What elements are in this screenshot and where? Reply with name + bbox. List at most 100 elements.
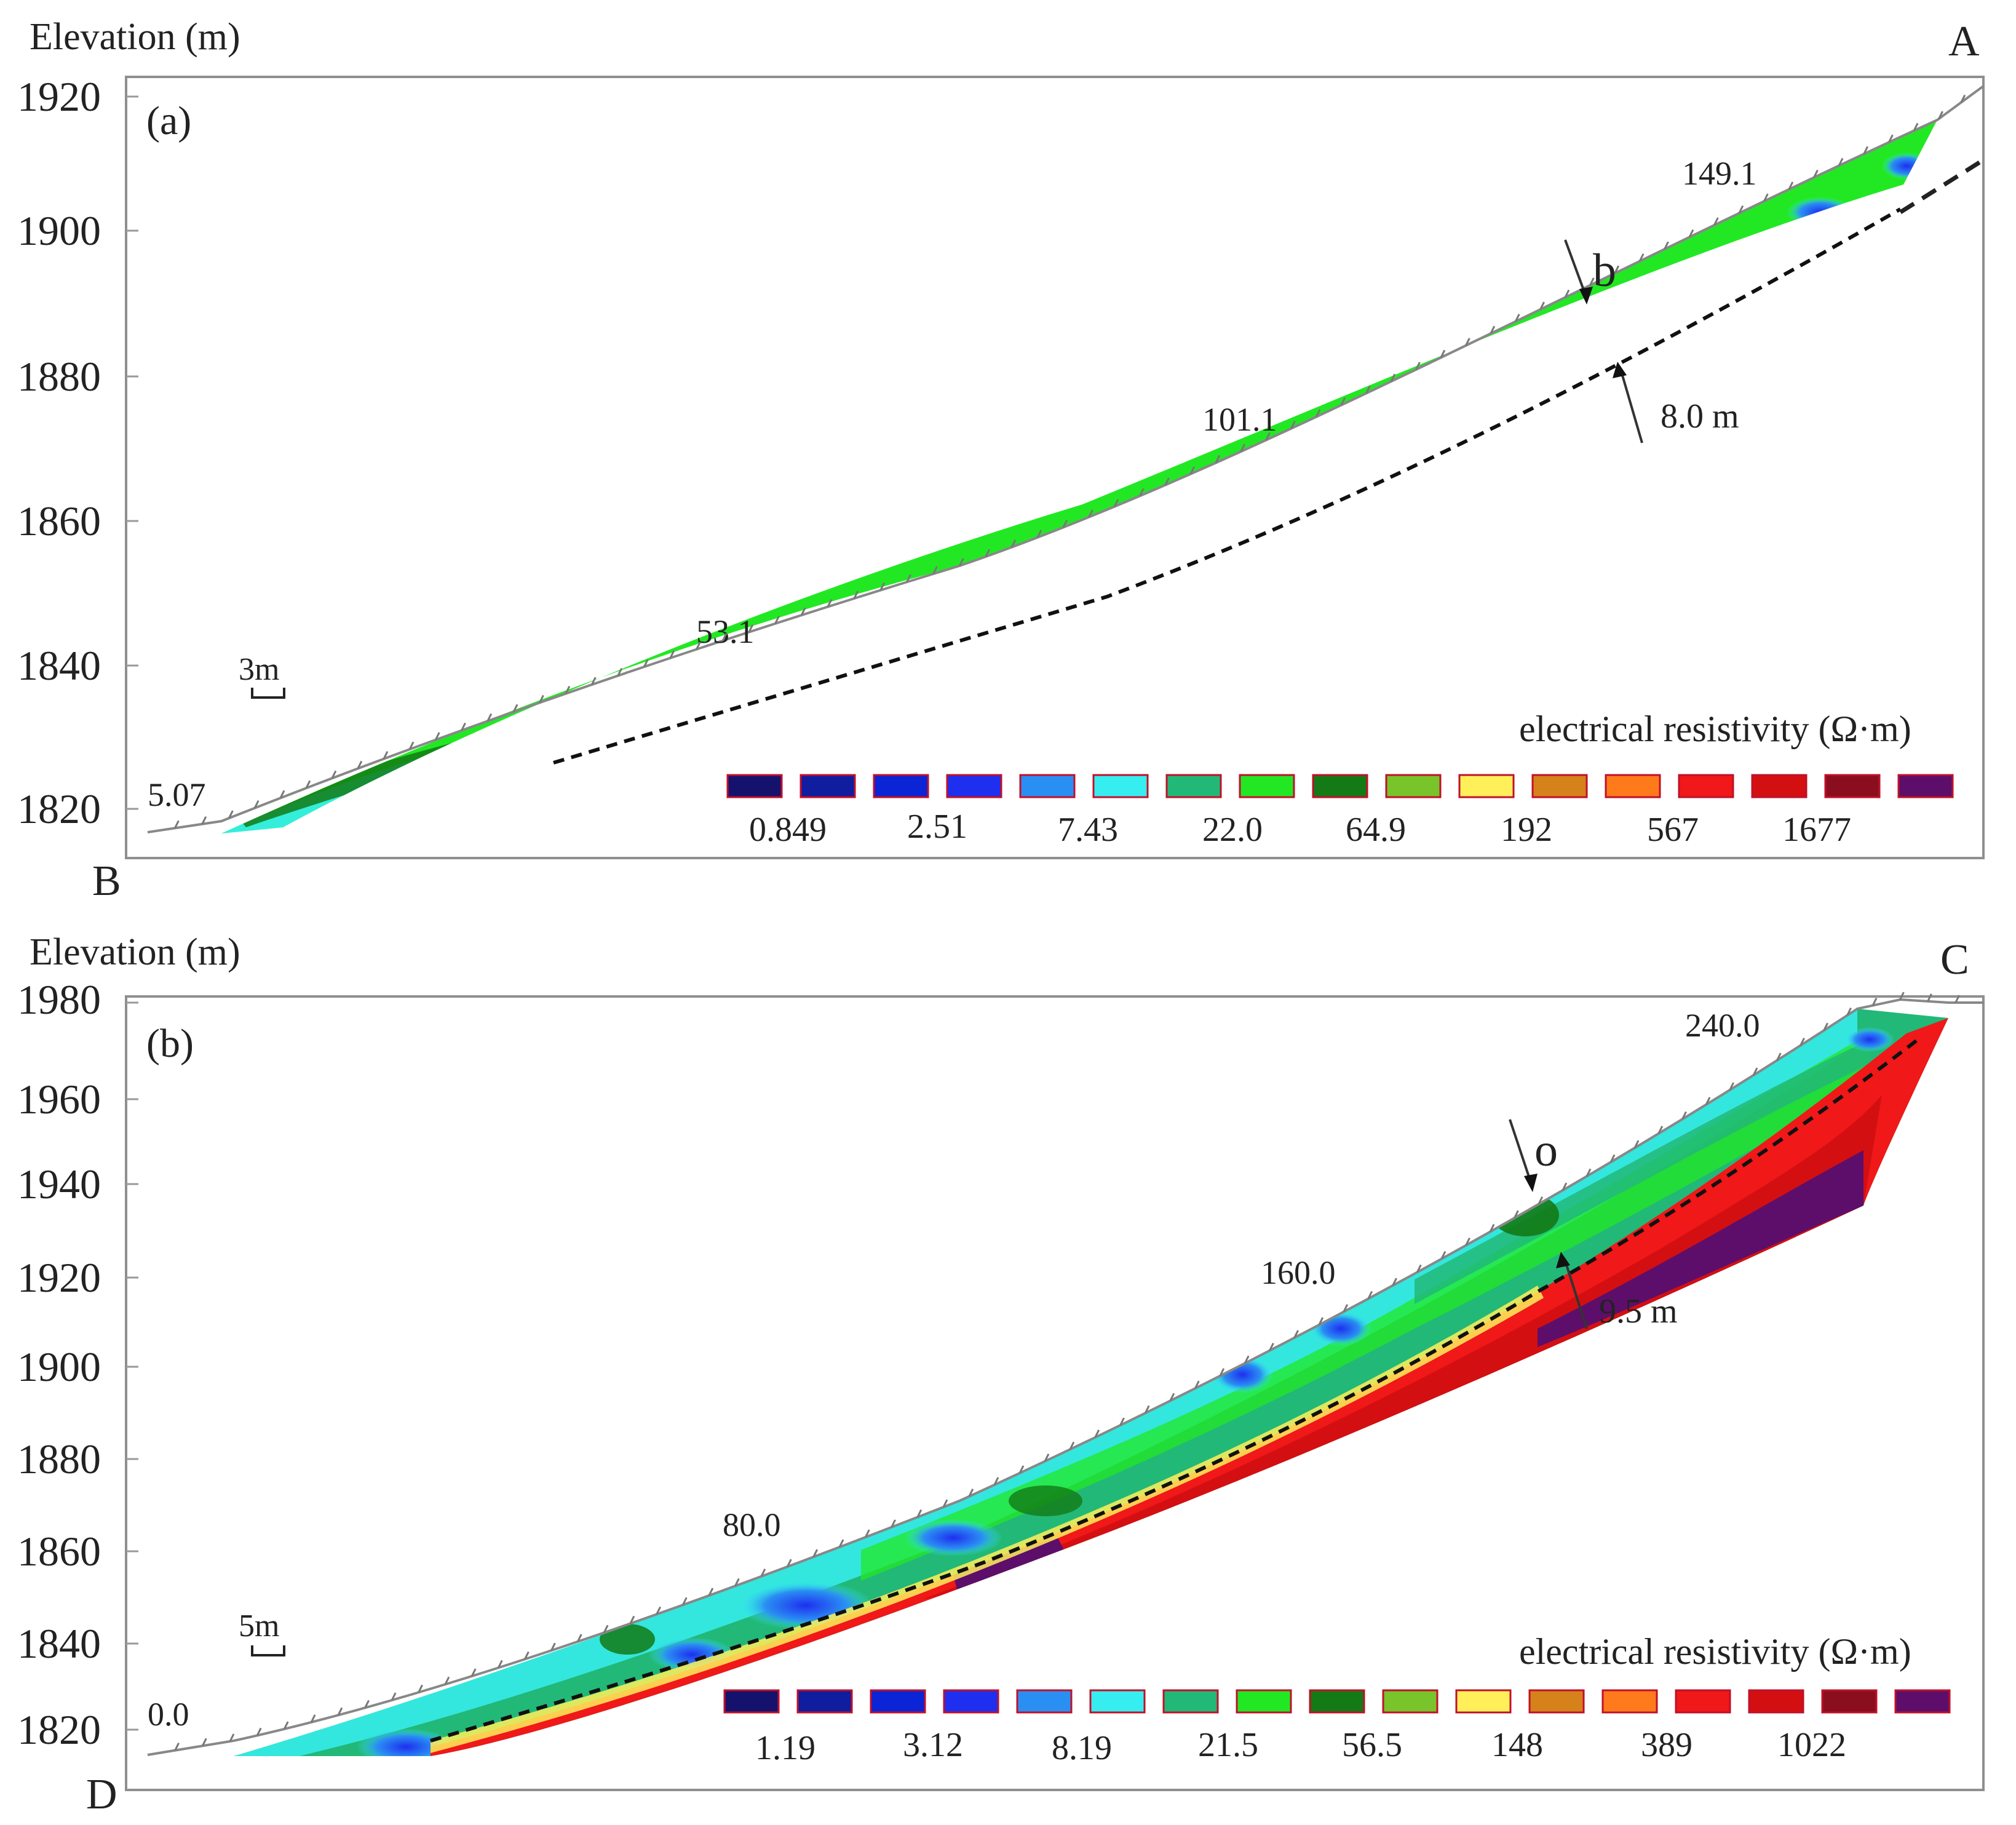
panel-b-electrode-tick (1044, 1453, 1050, 1462)
panel-a-electrode-tick (461, 722, 466, 731)
panel-a-electrode-tick (853, 590, 859, 599)
panel-a-colorbar-swatch (1751, 774, 1808, 798)
panel-a-electrode-tick (1763, 193, 1769, 202)
panel-a-colorbar-value: 1677 (1782, 811, 1851, 849)
panel-a-electrode-tick (1514, 314, 1520, 322)
panel-a-colorbar-value: 567 (1647, 811, 1699, 849)
panel-b-electrode-tick (418, 1684, 423, 1693)
panel-a-corner-bottom-left: B (92, 857, 121, 905)
panel-b-electrode-tick (391, 1692, 397, 1701)
panel-a-distance-label: 5.07 (148, 776, 206, 813)
panel-a-colorbar-swatches (726, 774, 1954, 798)
panel-a-frame (125, 76, 1985, 859)
panel-b-colorbar-swatch (1821, 1689, 1878, 1714)
panel-b-electrode-tick (1416, 1264, 1422, 1273)
panel-a-electrode-tick (1664, 241, 1669, 250)
panel-a-colorbar-swatch (1897, 774, 1954, 798)
panel-b-electrode-tick (1018, 1465, 1025, 1474)
panel-a-electrode-tick (1240, 443, 1246, 452)
panel-a-electrode-tick (932, 566, 938, 575)
panel-a-electrode-tick (774, 616, 780, 624)
panel-a-colorbar-swatch (1092, 774, 1149, 798)
panel-a-electrode-tick (800, 607, 806, 616)
panel-a-electrode-tick (357, 760, 363, 769)
panel-a-colorbar-value: 0.849 (749, 811, 827, 849)
panel-a-electrode-tick (253, 800, 260, 809)
panel-b-colorbar-swatch (1528, 1689, 1585, 1714)
panel-a-colorbar-swatch (1678, 774, 1734, 798)
panel-a-electrode-tick (331, 770, 337, 779)
panel-b-electrode-tick (916, 1509, 923, 1518)
panel-b-corner-bottom-left: D (86, 1771, 117, 1818)
panel-b-distance-label: 80.0 (723, 1506, 781, 1543)
panel-b-colorbar-value: 1022 (1777, 1726, 1846, 1764)
panel-b-electrode-tick (734, 1578, 740, 1587)
panel-b-ytick: 1880 (17, 1436, 101, 1482)
panel-a-electrode-tick (1564, 289, 1570, 298)
panel-a-ytick: 1920 (17, 73, 101, 120)
panel-b-electrode-tick (1681, 1111, 1687, 1120)
panel-a-electrode-tick (1490, 325, 1496, 334)
panel-a-colorbar-value: 192 (1501, 811, 1552, 849)
panel-b-colorbar-swatch (1748, 1689, 1804, 1714)
panel-b-electrode-tick (1538, 1196, 1544, 1205)
panel-b: Elevation (m) C D (b) 1980 1960 1940 192… (17, 931, 1985, 1818)
panel-b-colorbar-value: 8.19 (1052, 1729, 1112, 1767)
panel-b-colorbar-swatch (943, 1689, 999, 1714)
panel-a-electrode-tick (1788, 181, 1794, 190)
panel-a-electrode-tick (1614, 265, 1620, 274)
panel-b-electrode-tick (891, 1519, 896, 1528)
panel-a-colorbar-value: 22.0 (1202, 811, 1263, 849)
panel-a-electrode-tick (1713, 217, 1719, 226)
panel-b-ytick: 1860 (17, 1528, 101, 1575)
panel-a-electrode-tick (617, 667, 623, 677)
panel-a-distance-label: 149.1 (1682, 155, 1757, 192)
panel-b-electrode-tick (1633, 1140, 1640, 1148)
panel-b-ground-surface (147, 998, 1983, 1756)
panel-a: Elevation (m) A B (a) 1920 1900 1880 186… (17, 16, 1985, 905)
panel-b-y-axis: 1980 1960 1940 1920 1900 1880 1860 1840 … (17, 976, 138, 1753)
panel-b-electrode-tick (1954, 995, 1961, 1003)
panel-a-colorbar-swatch (1239, 774, 1295, 798)
panel-b-electrode-tick (603, 1624, 609, 1633)
panel-a-electrode-tick (1139, 488, 1145, 496)
panel-a-electrode-tick (383, 751, 389, 760)
panel-a-colorbar-swatch (1824, 774, 1881, 798)
panel-b-colorbar-swatch (1309, 1689, 1365, 1714)
panel-a-electrode-tick (1638, 253, 1645, 262)
panel-a-colorbar-title: electrical resistivity (Ω·m) (1519, 709, 1911, 749)
panel-a-colorbar-swatch (873, 774, 929, 798)
panel-b-colorbar-value: 389 (1641, 1726, 1693, 1764)
panel-b-electrode-tick (1823, 1022, 1828, 1031)
panel-b-ytick: 1940 (17, 1161, 101, 1207)
panel-a-electrode-tick (827, 598, 833, 608)
panel-b-colorbar-swatch (1162, 1689, 1219, 1714)
panel-a-electrode-tick (1440, 349, 1446, 359)
panel-b-thickness-label: 9.5 m (1599, 1292, 1678, 1330)
panel-a-bedrock-interface (553, 207, 1902, 765)
panel-a-scale-bar (251, 688, 285, 699)
panel-b-electrode-tick (1169, 1393, 1175, 1402)
panel-b-electrode-tick (1392, 1278, 1397, 1286)
panel-b-electrode-tick (1244, 1355, 1250, 1364)
panel-a-electrode-tick (1415, 362, 1421, 370)
panel-a-colorbar: electrical resistivity (Ω·m) 0.849 2.51 … (726, 709, 1954, 849)
panel-a-label: (a) (146, 98, 191, 143)
panel-a-colorbar-swatch (1458, 774, 1515, 798)
panel-b-electrode-tick (1367, 1290, 1373, 1300)
panel-a-colorbar-swatch (1312, 774, 1368, 798)
panel-a-electrode-tick (1113, 499, 1119, 507)
panel-b-electrode-tick (1705, 1097, 1711, 1105)
panel-b-electrode-tick (681, 1597, 688, 1605)
panel-a-colorbar-swatch (800, 774, 856, 798)
panel-b-electrode-tick (708, 1588, 714, 1596)
panel-b-colorbar-swatch (723, 1689, 780, 1714)
panel-b-ytick: 1840 (17, 1620, 101, 1667)
panel-b-colorbar-swatch (870, 1689, 926, 1714)
panel-b-colorbar-title: electrical resistivity (Ω·m) (1519, 1631, 1911, 1672)
panel-a-electrode-tick (486, 713, 493, 722)
panel-b-electrode-tick (201, 1738, 207, 1746)
panel-a-electrode-tick (1315, 409, 1321, 418)
panel-a-colorbar-swatch (946, 774, 1002, 798)
panel-a-ylabel: Elevation (m) (30, 16, 240, 58)
